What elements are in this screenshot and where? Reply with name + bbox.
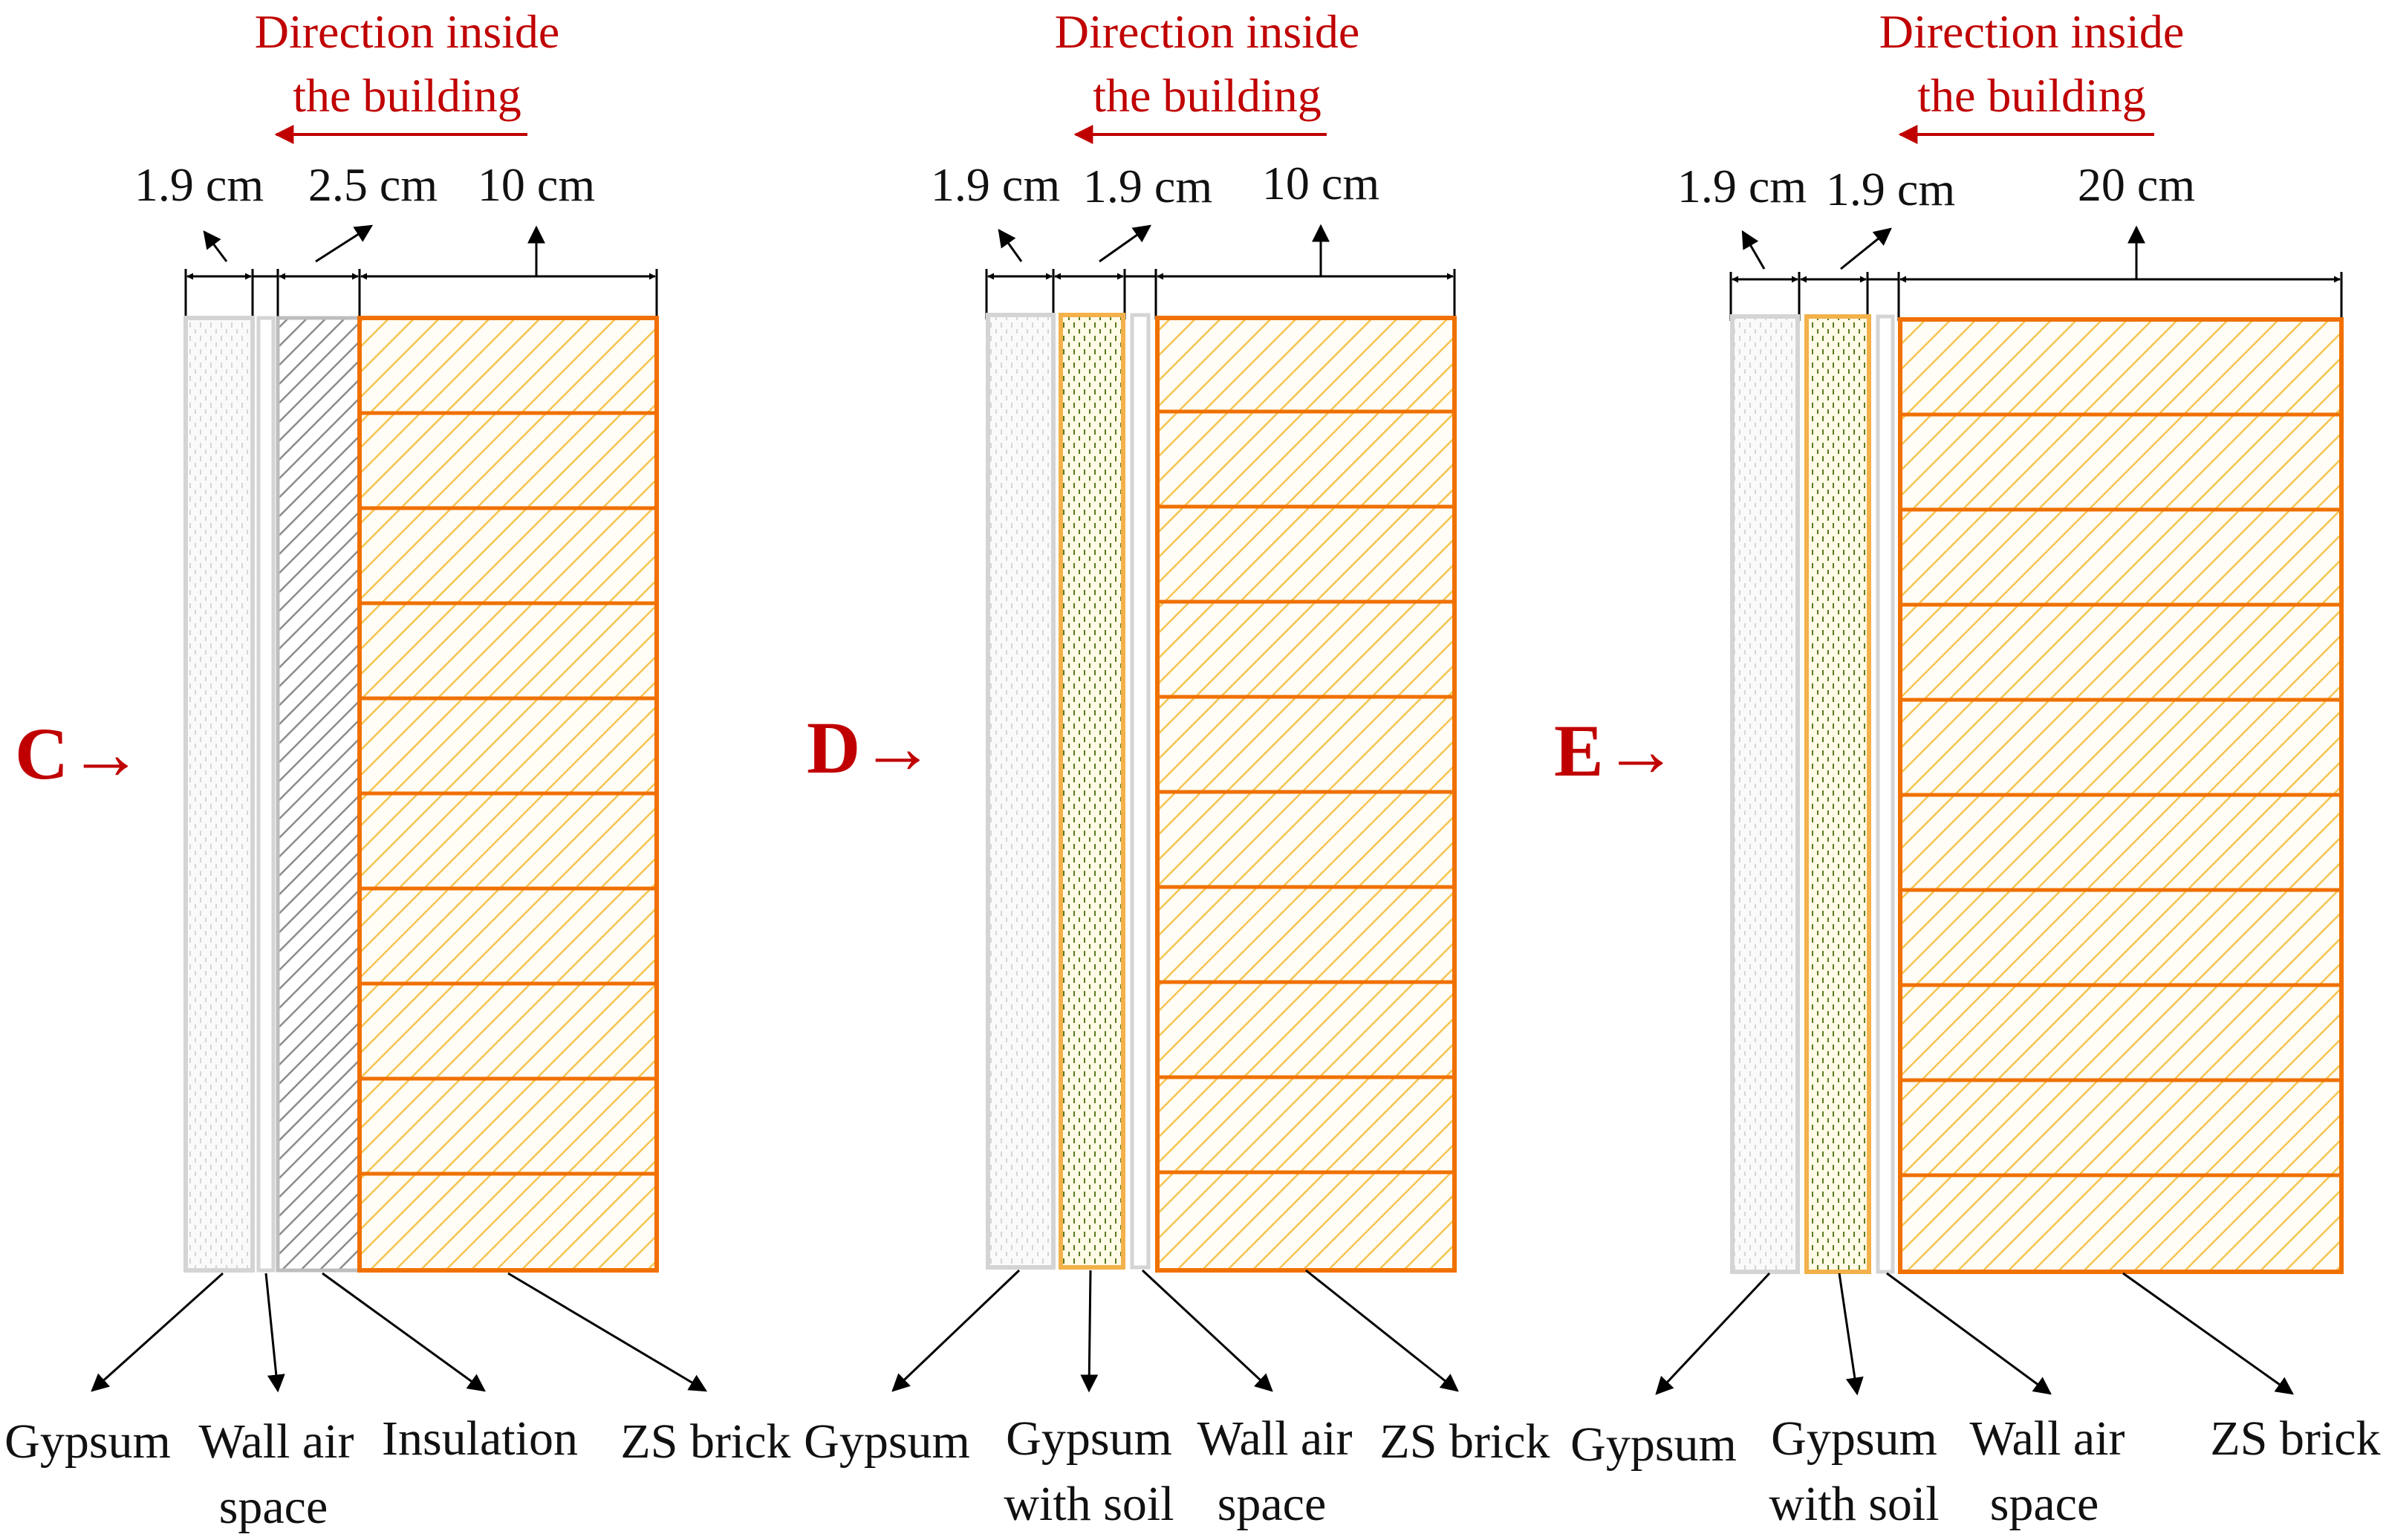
dimension-ticks xyxy=(184,269,658,319)
layer-label-brick: ZS brick xyxy=(620,1414,790,1469)
thickness-label-1: 1.9 cm xyxy=(931,158,1060,211)
panel-c: Direction inside the building 1.9 cm 2.5… xyxy=(4,5,790,1534)
direction-label-line1: Direction inside xyxy=(255,5,560,58)
direction-label-line1: Direction inside xyxy=(1055,5,1360,58)
pointer-arrow xyxy=(1840,227,1892,270)
layer-label-gypsum: Gypsum xyxy=(1570,1417,1737,1472)
pointer-arrow xyxy=(1741,230,1766,270)
insulation-layer xyxy=(276,316,362,1273)
panel-e: Direction inside the building 1.9 cm 1.9… xyxy=(1554,5,2381,1531)
thickness-label-2: 1.9 cm xyxy=(1083,160,1212,212)
brick-layer xyxy=(1898,317,2344,1274)
layer-label-air-space: Wall air xyxy=(198,1414,354,1469)
layer-label-air-space-line2: space xyxy=(1218,1477,1327,1531)
soil-gypsum-layer xyxy=(1804,314,1871,1274)
leader-arrow xyxy=(1080,1270,1099,1393)
gypsum-layer xyxy=(183,316,255,1273)
section-label: D→ xyxy=(807,706,934,789)
brick-layer xyxy=(357,316,659,1273)
thickness-label-1: 1.9 cm xyxy=(1677,160,1807,212)
pointer-arrow xyxy=(315,224,374,263)
air-gap-layer xyxy=(256,316,276,1273)
soil-gypsum-layer xyxy=(1059,313,1125,1270)
thickness-label-3: 10 cm xyxy=(478,158,595,211)
dimension-ticks xyxy=(985,269,1456,319)
thickness-label-1: 1.9 cm xyxy=(134,158,264,211)
gypsum-layer xyxy=(1730,314,1800,1274)
layer-label-air-space-line2: space xyxy=(219,1480,328,1534)
layer-label-air-space-line2: space xyxy=(1990,1477,2099,1531)
leader-arrow xyxy=(891,1269,1021,1392)
leader-arrow xyxy=(2122,1272,2294,1395)
direction-label-line1: Direction inside xyxy=(1879,5,2185,58)
layer-label-air-space: Wall air xyxy=(1197,1411,1352,1466)
layer-label-air-space: Wall air xyxy=(1969,1411,2125,1466)
leader-arrow xyxy=(507,1272,708,1392)
dimension-ticks xyxy=(1729,272,2343,321)
direction-label-line2: the building xyxy=(1093,69,1322,122)
leader-arrow xyxy=(264,1273,285,1393)
section-label: C→ xyxy=(15,712,143,795)
pointer-arrow xyxy=(998,229,1023,262)
air-gap-layer xyxy=(1876,314,1895,1274)
layer-label-gypsum: Gypsum xyxy=(4,1414,171,1469)
thickness-label-2: 2.5 cm xyxy=(308,158,438,211)
leader-arrow xyxy=(1655,1272,1771,1395)
pointer-arrow xyxy=(1099,224,1151,263)
direction-label-line2: the building xyxy=(293,69,521,122)
layer-label-insulation: Insulation xyxy=(382,1411,578,1466)
leader-arrow xyxy=(1838,1273,1864,1396)
leader-arrow xyxy=(1886,1272,2052,1395)
section-label: E→ xyxy=(1554,709,1678,792)
thickness-label-3: 10 cm xyxy=(1262,157,1379,209)
layer-label-gypsum: Gypsum xyxy=(804,1414,970,1469)
gypsum-layer xyxy=(986,313,1056,1270)
layer-label-soil-gypsum: Gypsum xyxy=(1006,1411,1172,1466)
panel-d: Direction inside the building 1.9 cm 1.9… xyxy=(804,5,1550,1531)
layer-label-soil-gypsum-line2: with soil xyxy=(1004,1477,1174,1531)
leader-arrow xyxy=(322,1272,486,1392)
layer-label-brick: ZS brick xyxy=(2210,1411,2380,1466)
leader-arrow xyxy=(91,1272,224,1392)
air-gap-layer xyxy=(1130,313,1151,1270)
thickness-label-2: 1.9 cm xyxy=(1826,163,1955,215)
layer-label-brick: ZS brick xyxy=(1379,1414,1550,1469)
leader-arrow xyxy=(1141,1269,1273,1392)
layer-label-soil-gypsum: Gypsum xyxy=(1771,1411,1937,1466)
leader-arrow xyxy=(1305,1269,1459,1392)
pointer-arrow xyxy=(203,230,228,262)
layer-label-soil-gypsum-line2: with soil xyxy=(1769,1477,1939,1531)
brick-layer xyxy=(1155,316,1457,1273)
thickness-label-3: 20 cm xyxy=(2078,158,2195,211)
direction-label-line2: the building xyxy=(1917,69,2146,122)
